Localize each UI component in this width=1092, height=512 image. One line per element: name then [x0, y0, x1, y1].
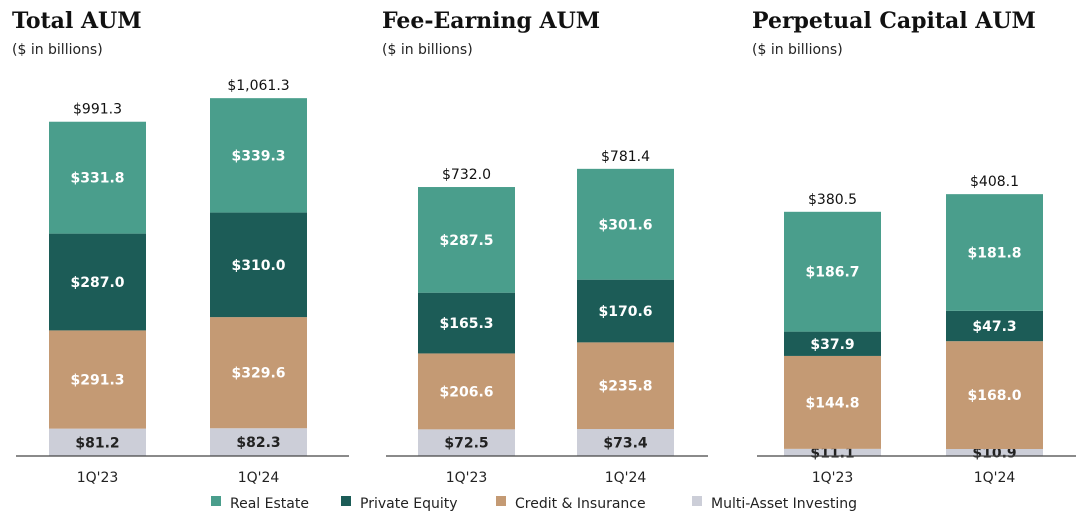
- bar-segment: [946, 449, 1043, 456]
- bar-segment: [946, 194, 1043, 311]
- data-label: $73.4: [603, 436, 648, 452]
- data-label: $72.5: [444, 436, 488, 452]
- bar-segment: [49, 121, 146, 234]
- bar-segment: [784, 448, 881, 456]
- bar-segment: [418, 353, 515, 430]
- bar-segment: [784, 355, 881, 449]
- chart-title: Fee-Earning AUM: [382, 8, 600, 34]
- data-label: $10.9: [972, 446, 1016, 462]
- data-label: $310.0: [231, 258, 285, 274]
- legend-swatch: [211, 496, 221, 506]
- data-label: $301.6: [598, 217, 652, 233]
- data-label: $287.0: [70, 275, 124, 291]
- bar-segment: [210, 428, 307, 456]
- data-label: $165.3: [439, 316, 493, 332]
- total-label: $781.4: [601, 149, 650, 165]
- chart-title: Perpetual Capital AUM: [752, 8, 1036, 34]
- data-label: $186.7: [805, 265, 859, 281]
- bar-segment: [418, 292, 515, 354]
- chart-subtitle: ($ in billions): [382, 42, 473, 58]
- legend-swatch: [341, 496, 351, 506]
- legend-swatch: [496, 496, 506, 506]
- data-label: $82.3: [236, 435, 280, 451]
- data-label: $339.3: [231, 148, 285, 164]
- data-label: $11.1: [810, 445, 854, 461]
- x-tick-label: 1Q'23: [446, 470, 488, 486]
- bar-segment: [784, 331, 881, 356]
- legend-label: Multi-Asset Investing: [711, 496, 857, 512]
- data-label: $144.8: [805, 395, 859, 411]
- bar-segment: [418, 429, 515, 456]
- bar-segment: [784, 211, 881, 332]
- bar-segment: [210, 98, 307, 213]
- chart-subtitle: ($ in billions): [12, 42, 103, 58]
- bar-segment: [418, 187, 515, 293]
- bar-segment: [577, 429, 674, 456]
- bar-segment: [577, 342, 674, 430]
- legend-label: Credit & Insurance: [515, 496, 646, 512]
- bar-segment: [49, 330, 146, 429]
- data-label: $168.0: [967, 388, 1021, 404]
- data-label: $181.8: [967, 245, 1021, 261]
- data-label: $170.6: [598, 304, 652, 320]
- data-label: $235.8: [598, 379, 652, 395]
- chart-title: Total AUM: [12, 8, 142, 34]
- data-label: $329.6: [231, 366, 285, 382]
- bar-segment: [577, 279, 674, 343]
- legend-label: Real Estate: [230, 496, 309, 512]
- data-label: $81.2: [75, 435, 119, 451]
- bar-segment: [49, 233, 146, 331]
- data-label: $291.3: [70, 373, 124, 389]
- data-label: $47.3: [972, 319, 1016, 335]
- bar-segment: [577, 168, 674, 280]
- x-tick-label: 1Q'24: [238, 470, 280, 486]
- x-tick-label: 1Q'23: [812, 470, 854, 486]
- bar-segment: [210, 212, 307, 318]
- total-label: $991.3: [73, 102, 122, 118]
- data-label: $206.6: [439, 384, 493, 400]
- chart-subtitle: ($ in billions): [752, 42, 843, 58]
- data-label: $37.9: [810, 337, 854, 353]
- bar-segment: [946, 341, 1043, 449]
- x-tick-label: 1Q'24: [974, 470, 1016, 486]
- data-label: $287.5: [439, 233, 493, 249]
- total-label: $1,061.3: [227, 78, 289, 94]
- bar-segment: [49, 428, 146, 456]
- total-label: $408.1: [970, 174, 1019, 190]
- bar-segment: [210, 317, 307, 429]
- legend-swatch: [692, 496, 702, 506]
- bar-segment: [946, 310, 1043, 342]
- total-label: $380.5: [808, 192, 857, 208]
- legend-label: Private Equity: [360, 496, 458, 512]
- data-label: $331.8: [70, 171, 124, 187]
- x-tick-label: 1Q'23: [77, 470, 119, 486]
- total-label: $732.0: [442, 167, 491, 183]
- x-tick-label: 1Q'24: [605, 470, 647, 486]
